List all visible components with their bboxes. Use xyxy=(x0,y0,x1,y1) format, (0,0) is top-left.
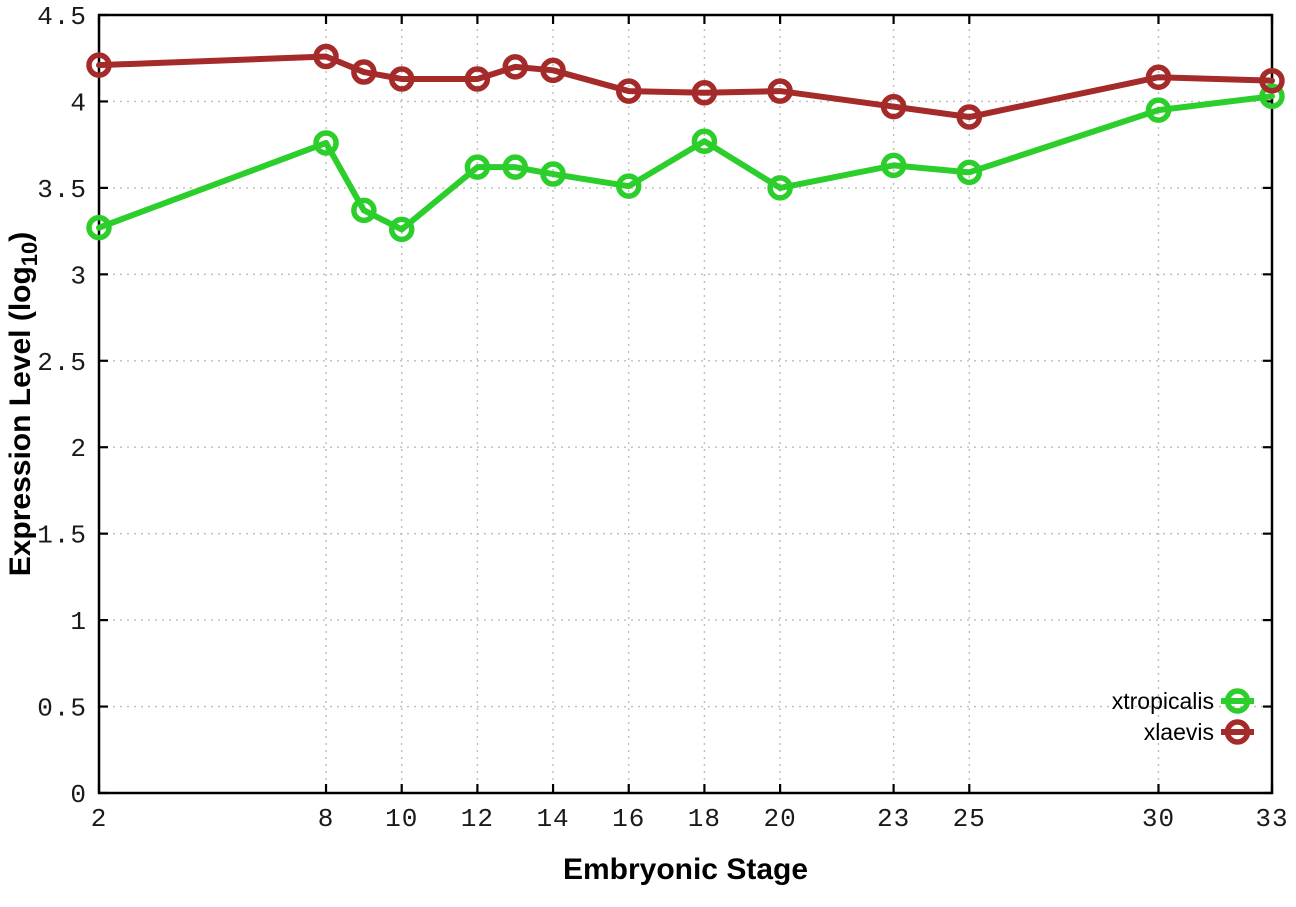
data-point-xlaevis-stage-2 xyxy=(86,52,112,78)
data-point-xlaevis-stage-23 xyxy=(880,93,907,120)
y-axis-tick-label: 3.5 xyxy=(37,175,87,205)
legend-marker xyxy=(1224,719,1251,745)
data-point-xtropicalis-stage-9 xyxy=(351,197,377,224)
data-point-xlaevis-stage-16 xyxy=(615,78,642,104)
data-point-xlaevis-stage-14 xyxy=(540,57,566,84)
x-axis-tick-label: 25 xyxy=(953,804,986,834)
x-axis-tick-label: 18 xyxy=(688,804,721,834)
data-point-xlaevis-stage-10 xyxy=(388,66,415,92)
data-point-xlaevis-stage-25 xyxy=(956,104,983,130)
legend-label: xlaevis xyxy=(1144,719,1214,745)
y-axis-title: Expression Level (log10) xyxy=(4,232,42,577)
data-point-xtropicalis-stage-14 xyxy=(540,161,566,187)
data-point-xtropicalis-stage-12 xyxy=(464,154,491,180)
y-axis-tick-label: 2 xyxy=(70,434,87,464)
data-point-xtropicalis-stage-23 xyxy=(880,152,907,179)
data-point-xlaevis-stage-9 xyxy=(351,59,377,85)
data-point-xlaevis-stage-20 xyxy=(767,78,793,104)
data-point-xtropicalis-stage-18 xyxy=(691,128,718,154)
x-axis-tick-label: 10 xyxy=(385,804,418,834)
data-point-xlaevis-stage-18 xyxy=(691,80,718,106)
data-point-xtropicalis-stage-8 xyxy=(313,130,339,156)
data-point-xtropicalis-stage-16 xyxy=(615,173,642,199)
y-axis-tick-label: 2.5 xyxy=(37,348,87,378)
legend-entry-xlaevis: xlaevis xyxy=(1144,719,1254,745)
x-axis-tick-label: 23 xyxy=(877,804,910,834)
y-axis-tick-label: 1 xyxy=(70,607,87,637)
data-point-xlaevis-stage-13 xyxy=(502,54,528,80)
data-point-xtropicalis-stage-2 xyxy=(86,214,112,241)
data-point-xtropicalis-stage-30 xyxy=(1145,97,1172,123)
x-axis-tick-label: 33 xyxy=(1255,804,1288,834)
x-axis-tick-label: 2 xyxy=(91,804,108,834)
legend-marker xyxy=(1224,688,1251,714)
y-axis-tick-label: 0 xyxy=(70,780,87,810)
y-axis-tick-label: 3 xyxy=(70,261,87,291)
data-point-xtropicalis-stage-25 xyxy=(956,159,983,186)
legend-label: xtropicalis xyxy=(1112,688,1214,714)
data-point-xlaevis-stage-30 xyxy=(1145,64,1172,90)
y-axis-tick-label: 0.5 xyxy=(37,694,87,724)
x-axis-title: Embryonic Stage xyxy=(563,853,808,886)
y-axis-tick-label: 4.5 xyxy=(37,2,87,32)
x-axis-tick-label: 8 xyxy=(318,804,335,834)
data-point-xtropicalis-stage-33 xyxy=(1259,83,1285,110)
data-point-xlaevis-stage-12 xyxy=(464,66,491,92)
y-axis-tick-label: 1.5 xyxy=(37,521,87,551)
data-point-xtropicalis-stage-10 xyxy=(388,216,415,243)
plot-border xyxy=(97,13,1274,795)
data-point-xlaevis-stage-8 xyxy=(313,43,339,70)
data-point-xtropicalis-stage-20 xyxy=(767,175,793,201)
legend-entry-xtropicalis: xtropicalis xyxy=(1112,688,1254,714)
data-point-xlaevis-stage-33 xyxy=(1259,67,1285,94)
x-axis-tick-label: 16 xyxy=(612,804,645,834)
x-axis-tick-label: 12 xyxy=(461,804,494,834)
x-axis-tick-label: 20 xyxy=(763,804,796,834)
x-axis-tick-label: 14 xyxy=(536,804,569,834)
x-axis-tick-label: 30 xyxy=(1142,804,1175,834)
data-point-xtropicalis-stage-13 xyxy=(502,154,528,180)
y-axis-tick-label: 4 xyxy=(70,88,87,118)
